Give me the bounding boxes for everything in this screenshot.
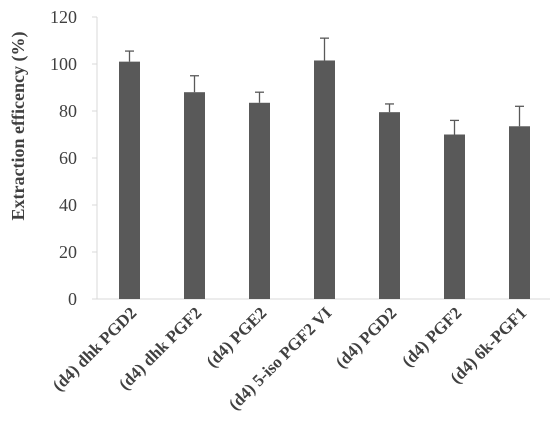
- y-tick-label: 60: [59, 148, 77, 168]
- bars: [119, 60, 530, 300]
- bar: [314, 60, 335, 299]
- y-axis-title: Extraction efficency (%): [8, 32, 29, 221]
- y-tick-label: 20: [59, 242, 77, 262]
- y-tick-label: 80: [59, 101, 77, 121]
- y-tick-label: 120: [50, 7, 77, 27]
- x-category-label: (d4) PGF2: [398, 303, 465, 370]
- bar: [249, 102, 270, 300]
- y-tick-label: 40: [59, 195, 77, 215]
- y-tick-label: 100: [50, 54, 77, 74]
- bar: [444, 134, 465, 299]
- bar: [119, 61, 140, 300]
- bar: [184, 92, 205, 299]
- y-axis-ticks: 0 20 40 60 80 100 120: [50, 7, 97, 309]
- error-bars: [125, 37, 524, 135]
- x-axis-labels: (d4) dhk PGD2(d4) dhk PGF2(d4) PGE2(d4) …: [49, 303, 531, 414]
- x-category-label: (d4) PGE2: [202, 303, 270, 371]
- x-category-label: (d4) PGD2: [332, 303, 401, 372]
- bar: [509, 126, 530, 300]
- y-tick-label: 0: [68, 289, 77, 309]
- bar: [379, 112, 400, 299]
